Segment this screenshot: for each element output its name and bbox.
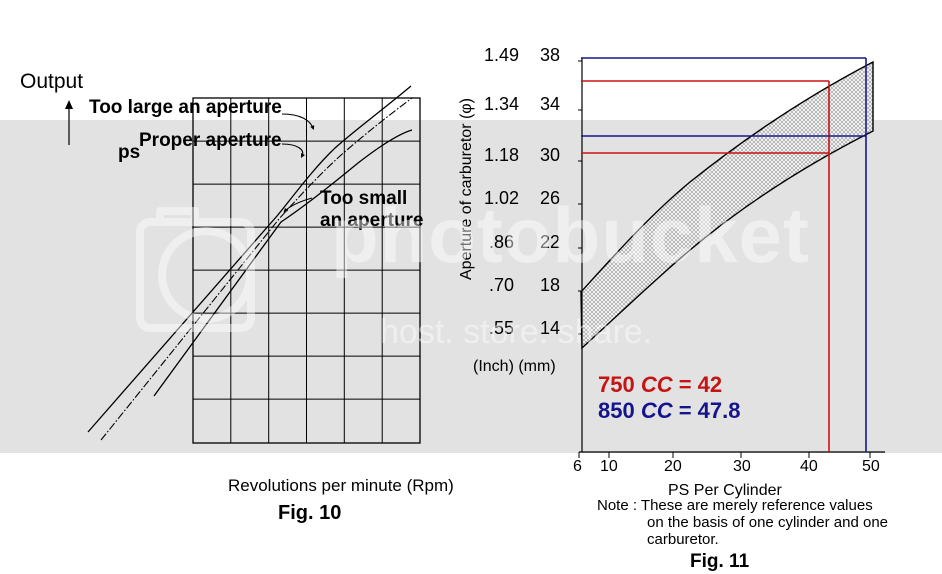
svg-text:host. store. share.: host. store. share. bbox=[380, 313, 652, 351]
svg-text:photobucket: photobucket bbox=[331, 191, 810, 279]
